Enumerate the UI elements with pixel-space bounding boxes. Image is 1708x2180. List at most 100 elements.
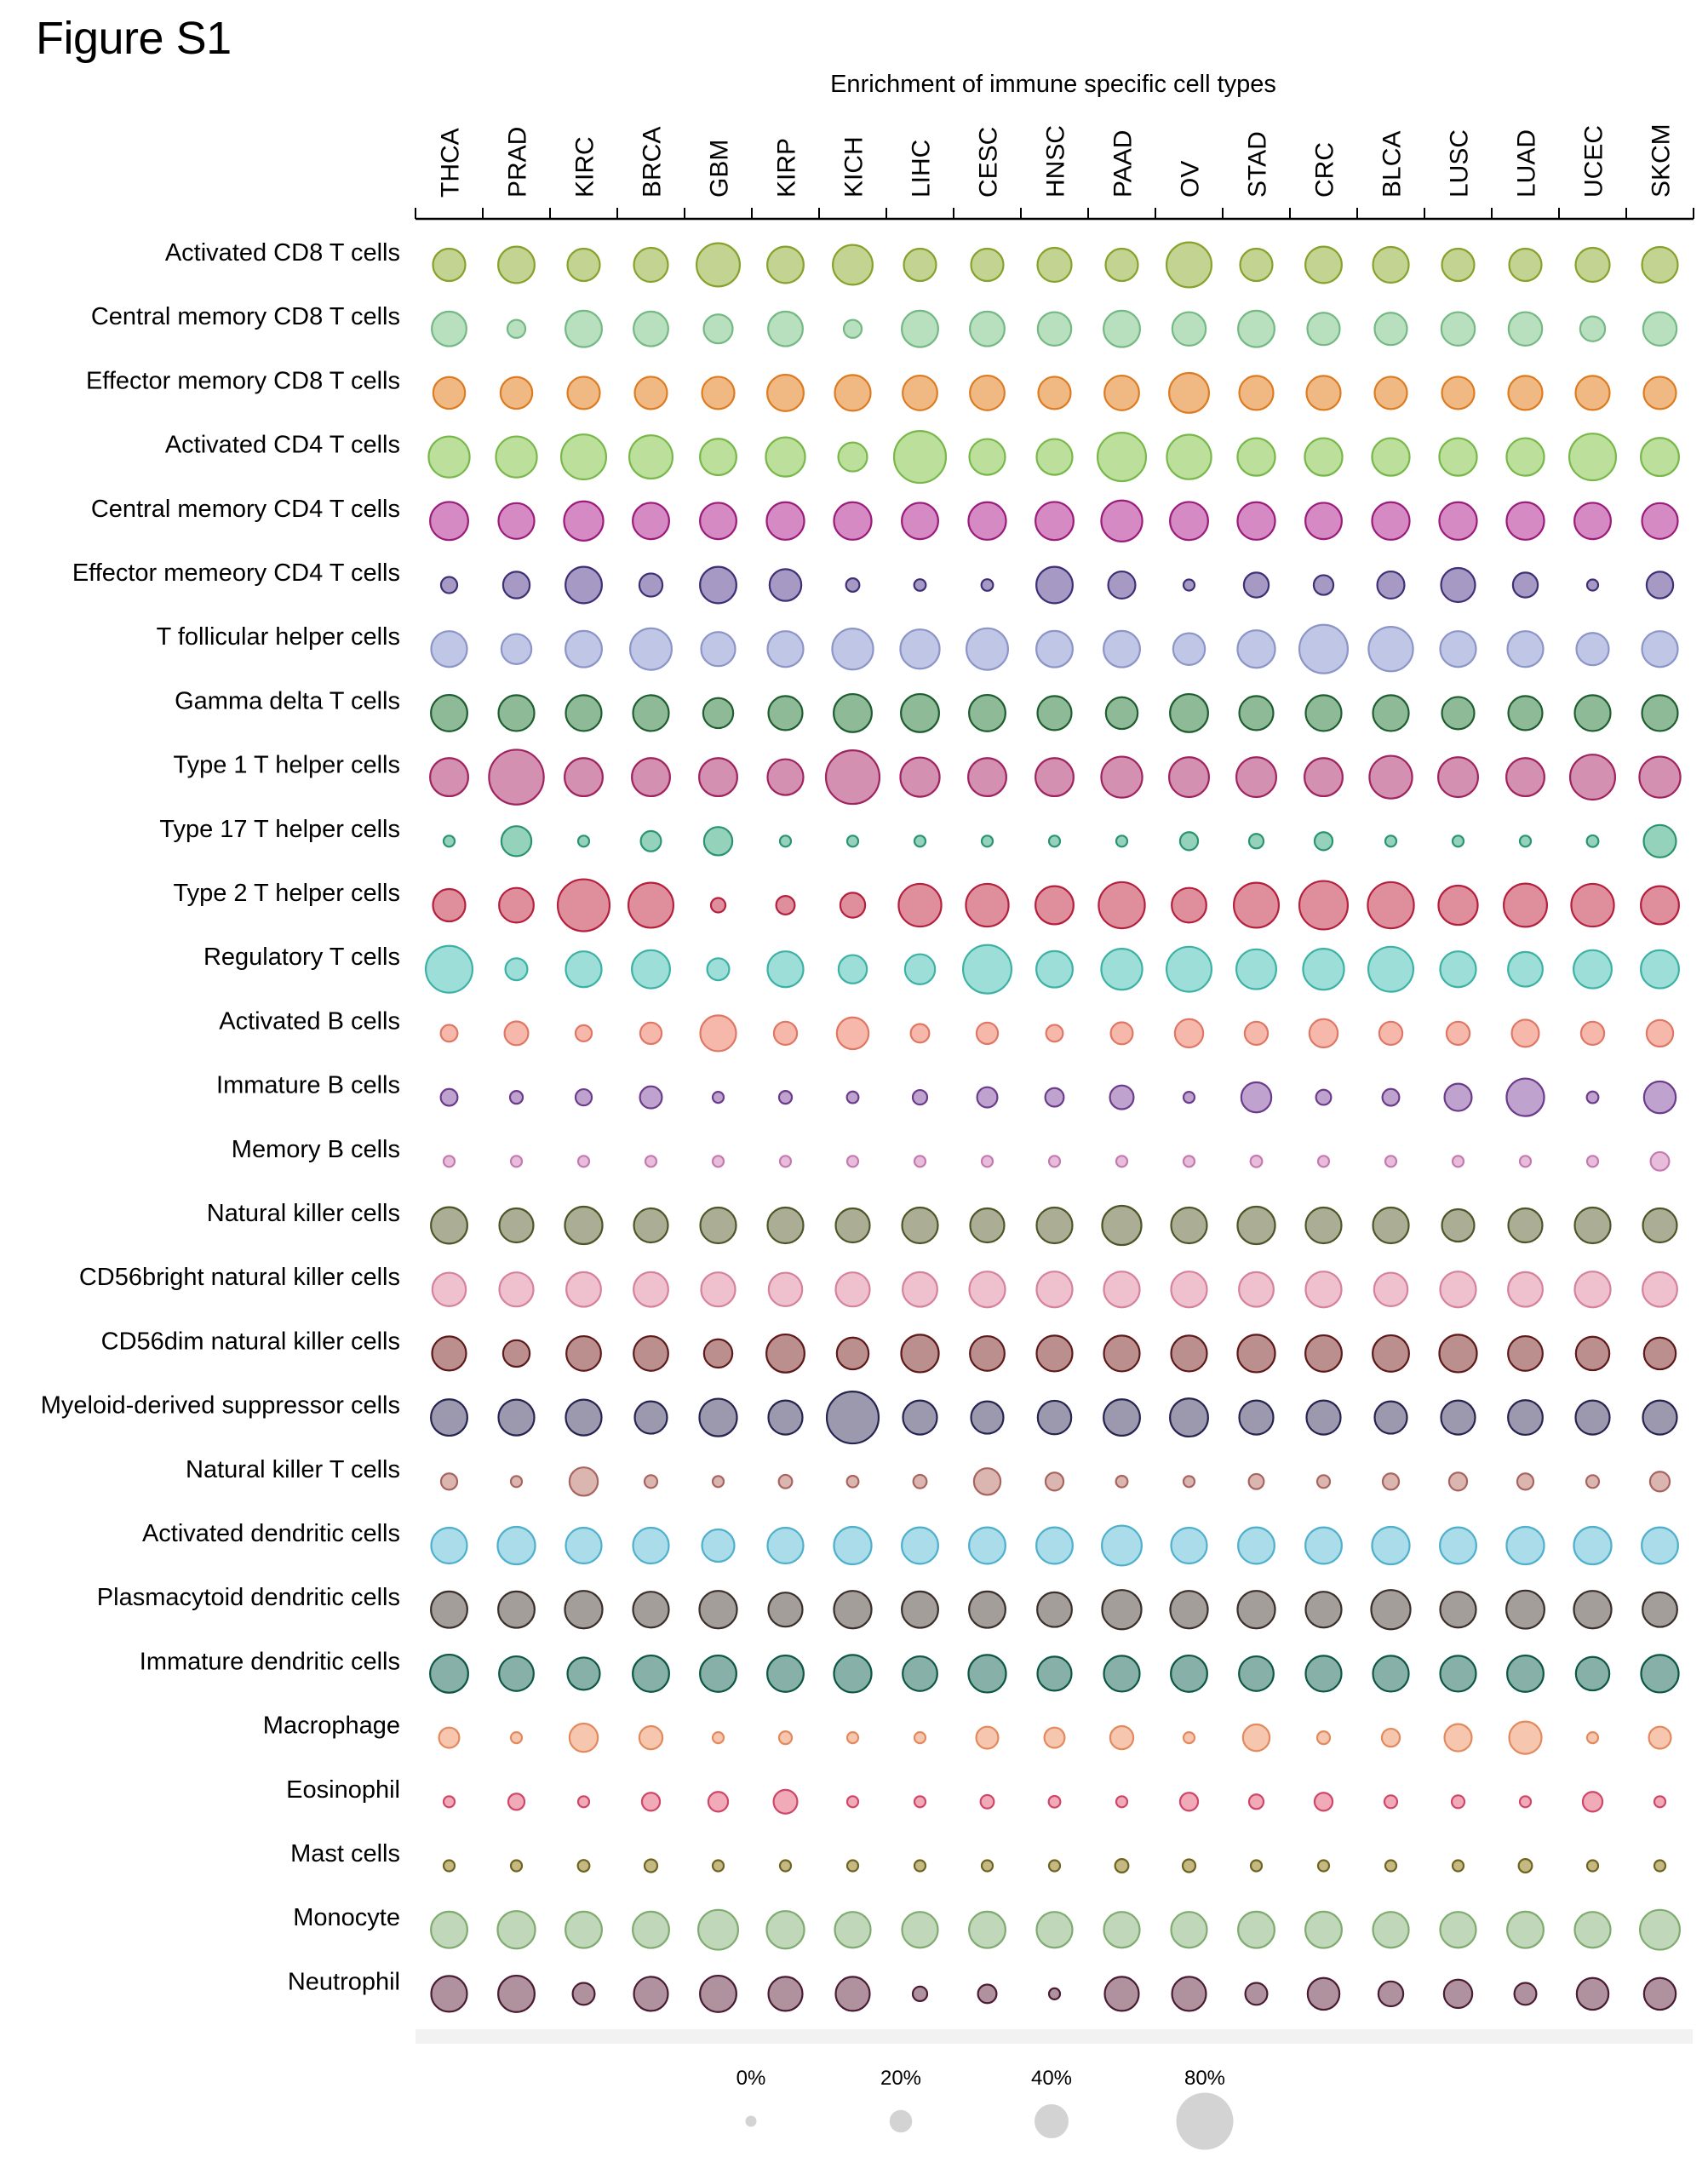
bubble [1235, 948, 1277, 990]
bubble [772, 1788, 799, 1815]
bubble [1036, 246, 1073, 284]
bubble [442, 1859, 456, 1873]
column-label: STAD [1244, 131, 1272, 198]
bubble [1384, 1859, 1398, 1873]
bubble [913, 1859, 927, 1873]
bubble [566, 247, 601, 283]
bubble [1638, 755, 1682, 799]
row-label: T follicular helper cells [157, 623, 400, 651]
bubble [1641, 630, 1679, 668]
bubble [913, 1795, 927, 1809]
bubble [1047, 1987, 1062, 2000]
bubble [778, 1859, 793, 1873]
bubble [631, 757, 671, 798]
bubble [1304, 1655, 1343, 1693]
bubble [897, 882, 943, 928]
row-label: Effector memeory CD4 T cells [72, 559, 400, 587]
bubble [1507, 950, 1544, 988]
bubble [1439, 1591, 1477, 1629]
bubble [1377, 1980, 1405, 2008]
bubble [833, 1654, 873, 1694]
bubble [1045, 1024, 1064, 1043]
bubble [1100, 755, 1143, 799]
bubble [1171, 311, 1207, 347]
bubble [1103, 374, 1140, 411]
bubble [1372, 1334, 1410, 1373]
bubble [845, 1730, 860, 1745]
bubble [1648, 1471, 1671, 1493]
bubble [1035, 949, 1074, 989]
bubble [1439, 1271, 1477, 1309]
bubble [834, 1207, 871, 1244]
bubble [1438, 501, 1478, 541]
bubble [1165, 945, 1213, 993]
bubble [632, 502, 670, 541]
bubble [1371, 1525, 1411, 1566]
bubble [767, 1976, 804, 2012]
bubble [574, 1024, 593, 1043]
bubble [1573, 1590, 1613, 1630]
bubble [439, 1472, 459, 1491]
bubble [1035, 1526, 1074, 1565]
bubble [497, 502, 536, 540]
bubble [767, 310, 804, 347]
bubble [1573, 1206, 1612, 1245]
bubble [1306, 312, 1341, 347]
bubble [430, 630, 468, 668]
bubble [1305, 1399, 1342, 1436]
bubble [1170, 1654, 1208, 1693]
column-label: KIRC [571, 136, 599, 198]
bubble [1574, 1335, 1611, 1372]
bubble [640, 1792, 662, 1812]
bubble [1506, 1654, 1545, 1693]
bubble [911, 1088, 929, 1106]
bubble [1439, 1911, 1477, 1949]
bubble [767, 1271, 804, 1307]
bubble [1568, 754, 1617, 801]
bubble [1450, 1794, 1466, 1810]
bubble [1249, 1859, 1264, 1873]
bubble [631, 949, 671, 990]
bubble [430, 1590, 468, 1629]
legend-label: 20% [880, 2067, 921, 2090]
bubble [1641, 245, 1679, 284]
bubble [824, 749, 881, 806]
bubble [504, 957, 529, 982]
bubble [1441, 1208, 1476, 1243]
bubble [1441, 696, 1476, 731]
bubble [1182, 1155, 1196, 1168]
bubble [1378, 1020, 1404, 1047]
bottom-band [416, 2029, 1693, 2044]
bubble [965, 882, 1010, 928]
bubble [1438, 1334, 1478, 1374]
bubble [1372, 245, 1410, 284]
row-label: Natural killer T cells [186, 1456, 400, 1483]
bubble [901, 309, 939, 348]
bubble [697, 1908, 739, 1951]
bubble [845, 1090, 860, 1104]
bubble [429, 757, 469, 798]
bubble [1518, 1795, 1533, 1809]
bubble [500, 633, 533, 665]
bubble [1244, 1982, 1269, 2006]
bubble [628, 434, 673, 480]
bubble [1371, 437, 1411, 477]
bubble [1035, 501, 1075, 542]
row-label: Type 2 T helper cells [173, 880, 400, 907]
bubble [911, 1985, 929, 2003]
bubble [766, 1206, 805, 1245]
bubble [1642, 1976, 1677, 2011]
bubble [1236, 1334, 1276, 1374]
bubble [565, 1910, 603, 1949]
bubble [1304, 757, 1344, 798]
bubble [1239, 247, 1274, 283]
bubble [1507, 1334, 1544, 1372]
bubble [1641, 1526, 1679, 1565]
bubble [629, 627, 673, 671]
bubble [1315, 1730, 1332, 1746]
bubble [574, 1087, 593, 1107]
legend-bubble [889, 2109, 913, 2133]
bubble [979, 1793, 995, 1810]
bubble [1373, 1400, 1408, 1435]
